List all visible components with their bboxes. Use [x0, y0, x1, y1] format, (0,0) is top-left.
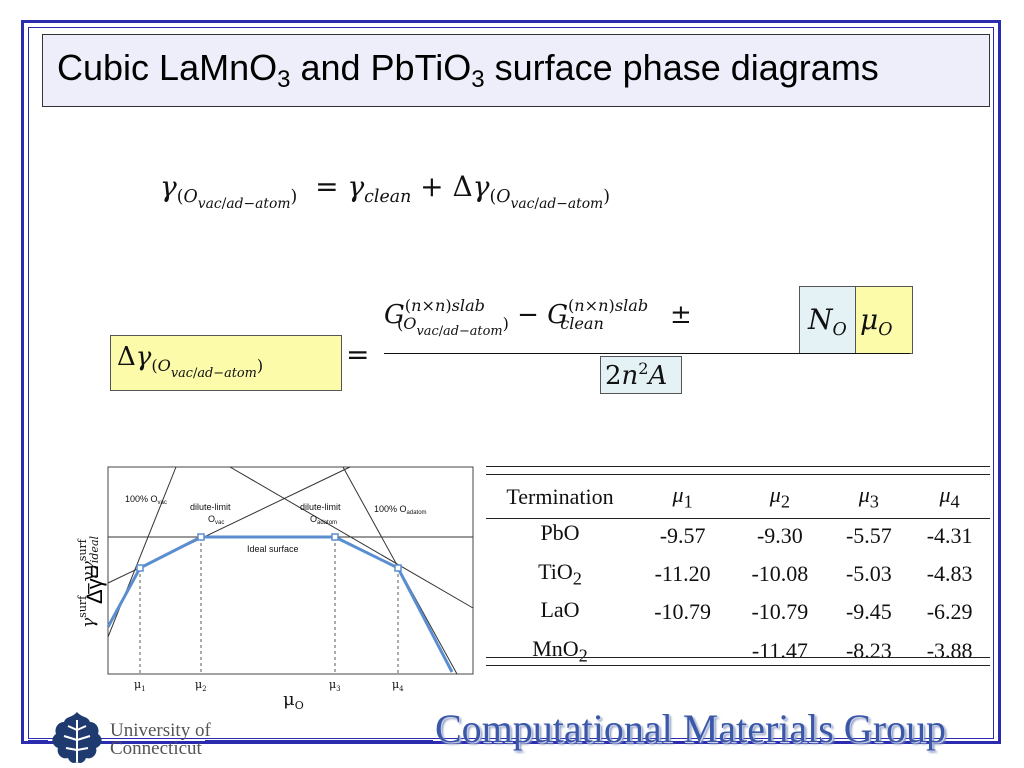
label-dilute-ovac: dilute-limit [190, 502, 231, 512]
row-value: -10.08 [751, 560, 809, 586]
header-mu2: μ2 [769, 482, 790, 512]
table-top-rule [486, 466, 990, 475]
table-row: PbO -9.57 -9.30 -5.57 -4.31 [486, 516, 990, 554]
table-row: MnO2 -11.47 -8.23 -3.88 [486, 632, 990, 670]
title-box: Cubic LaMnO3 and PbTiO3 surface phase di… [42, 34, 990, 107]
mu-o-highlight: μO [855, 286, 913, 354]
slide-frame-outer [21, 20, 1001, 744]
uconn-wordmark: University of Connecticut [110, 720, 211, 759]
x-axis-label: μO [283, 689, 304, 712]
tick-mu1: μ1 [134, 678, 146, 693]
row-value: -11.20 [654, 560, 711, 586]
row-value: -4.83 [926, 560, 973, 586]
equation-numerator: G(n×n)slab(Ovac/ad−atom) − G(n×n)slabcle… [384, 296, 692, 339]
slide-title: Cubic LaMnO3 and PbTiO3 surface phase di… [57, 47, 879, 93]
table-header-rule [486, 518, 990, 519]
row-value: -3.88 [926, 637, 973, 663]
delta-gamma-highlight: Δγ(Ovac/ad−atom) [110, 335, 342, 391]
delta-gamma-label: Δγ= [82, 565, 107, 604]
point-mu4 [394, 564, 402, 572]
n-o-highlight: NO [799, 286, 857, 354]
tick-mu3: μ3 [329, 678, 341, 693]
row-name: PbO [540, 520, 580, 546]
header-mu4: μ4 [939, 482, 960, 512]
point-mu2 [197, 533, 205, 541]
slide-frame-inner [28, 27, 994, 739]
row-value: -5.57 [845, 522, 892, 548]
label-dilute-ovac-o: Ovac [208, 514, 224, 526]
label-ideal-surface: Ideal surface [247, 544, 299, 554]
row-value: -9.45 [845, 599, 892, 625]
row-value: -9.30 [756, 522, 803, 548]
header-termination: Termination [506, 484, 614, 510]
row-value: -4.31 [926, 522, 973, 548]
tick-mu4: μ4 [392, 678, 404, 693]
point-mu3 [331, 533, 339, 541]
denominator-highlight: 2n2A [600, 356, 682, 394]
tick-mu2: μ2 [195, 678, 207, 693]
table-row: LaO -10.79 -10.79 -9.45 -6.29 [486, 593, 990, 631]
equation-surface-energy: γ(Ovac/ad−atom) = γclean + Δγ(Ovac/ad−at… [160, 170, 610, 212]
equals-sign: = [346, 338, 370, 371]
table-row: TiO2 -11.20 -10.08 -5.03 -4.83 [486, 555, 990, 593]
row-value: -10.79 [751, 599, 809, 625]
label-dilute-oadatom: dilute-limit [300, 502, 341, 512]
table-bottom-rule [486, 657, 990, 666]
line-dilute-oadatom [229, 466, 474, 609]
row-value: -10.79 [654, 599, 712, 625]
uconn-oak-leaf-logo [52, 712, 102, 763]
phase-diagram: 100% Ovac dilute-limit Ovac dilute-limit… [76, 466, 474, 712]
label-dilute-oadatom-o: Oadatom [310, 514, 337, 526]
footer-rule-mid [205, 740, 433, 742]
row-name: MnO2 [532, 635, 588, 665]
table-header-row: Termination μ1 μ2 μ3 μ4 [486, 478, 990, 516]
termination-table: Termination μ1 μ2 μ3 μ4 PbO -9.57 -9.30 … [486, 478, 990, 670]
label-100-oadatom: 100% Oadatom [374, 504, 427, 516]
row-value: -9.57 [659, 522, 706, 548]
group-name: Computational Materials Group [435, 706, 947, 751]
row-name: TiO2 [538, 558, 582, 589]
point-mu1 [136, 564, 144, 572]
row-value: -11.47 [751, 637, 808, 663]
label-100-ovac: 100% Ovac [125, 494, 167, 506]
row-value: -8.23 [845, 637, 892, 663]
y-axis-label: γsurf−γγsurfideal [76, 535, 101, 628]
footer-rule-left [28, 740, 48, 742]
row-value: -5.03 [845, 560, 892, 586]
phase-boundary-curve [106, 535, 454, 673]
header-mu1: μ1 [672, 482, 693, 512]
row-value: -6.29 [926, 599, 973, 625]
fraction-bar [384, 353, 910, 354]
row-name: LaO [540, 597, 580, 623]
header-mu3: μ3 [858, 482, 879, 512]
